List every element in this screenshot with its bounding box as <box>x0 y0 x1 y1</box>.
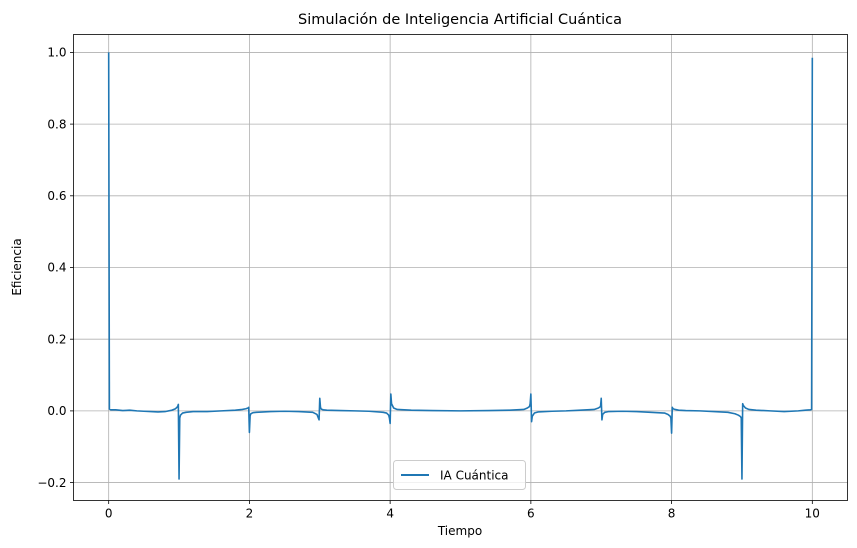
x-axis-label: Tiempo <box>437 524 482 538</box>
y-tick-label: 1.0 <box>47 46 66 60</box>
y-tick-label: 0.6 <box>47 189 66 203</box>
x-axis-ticks: 0 2 4 6 8 10 <box>105 500 820 521</box>
y-tick-label: 0.8 <box>47 117 66 131</box>
x-tick-label: 8 <box>668 507 676 521</box>
x-tick-label: 2 <box>246 507 254 521</box>
x-tick-label: 4 <box>386 507 394 521</box>
x-tick-label: 0 <box>105 507 113 521</box>
x-tick-label: 6 <box>527 507 535 521</box>
y-axis-label: Eficiencia <box>10 238 24 295</box>
series-line <box>107 52 814 480</box>
y-tick-label: 0.0 <box>47 404 66 418</box>
legend-frame <box>393 460 526 490</box>
chart-title: Simulación de Inteligencia Artificial Cu… <box>298 12 622 28</box>
series-layer <box>107 52 814 480</box>
y-tick-label: −0.2 <box>37 476 66 490</box>
y-tick-label: 0.2 <box>47 332 66 346</box>
x-tick-label: 10 <box>805 507 820 521</box>
legend-label: IA Cuántica <box>440 469 509 483</box>
y-axis-ticks: −0.2 0.0 0.2 0.4 0.6 0.8 1.0 <box>37 46 74 490</box>
legend: IA Cuántica <box>393 460 526 490</box>
y-tick-label: 0.4 <box>47 261 66 275</box>
